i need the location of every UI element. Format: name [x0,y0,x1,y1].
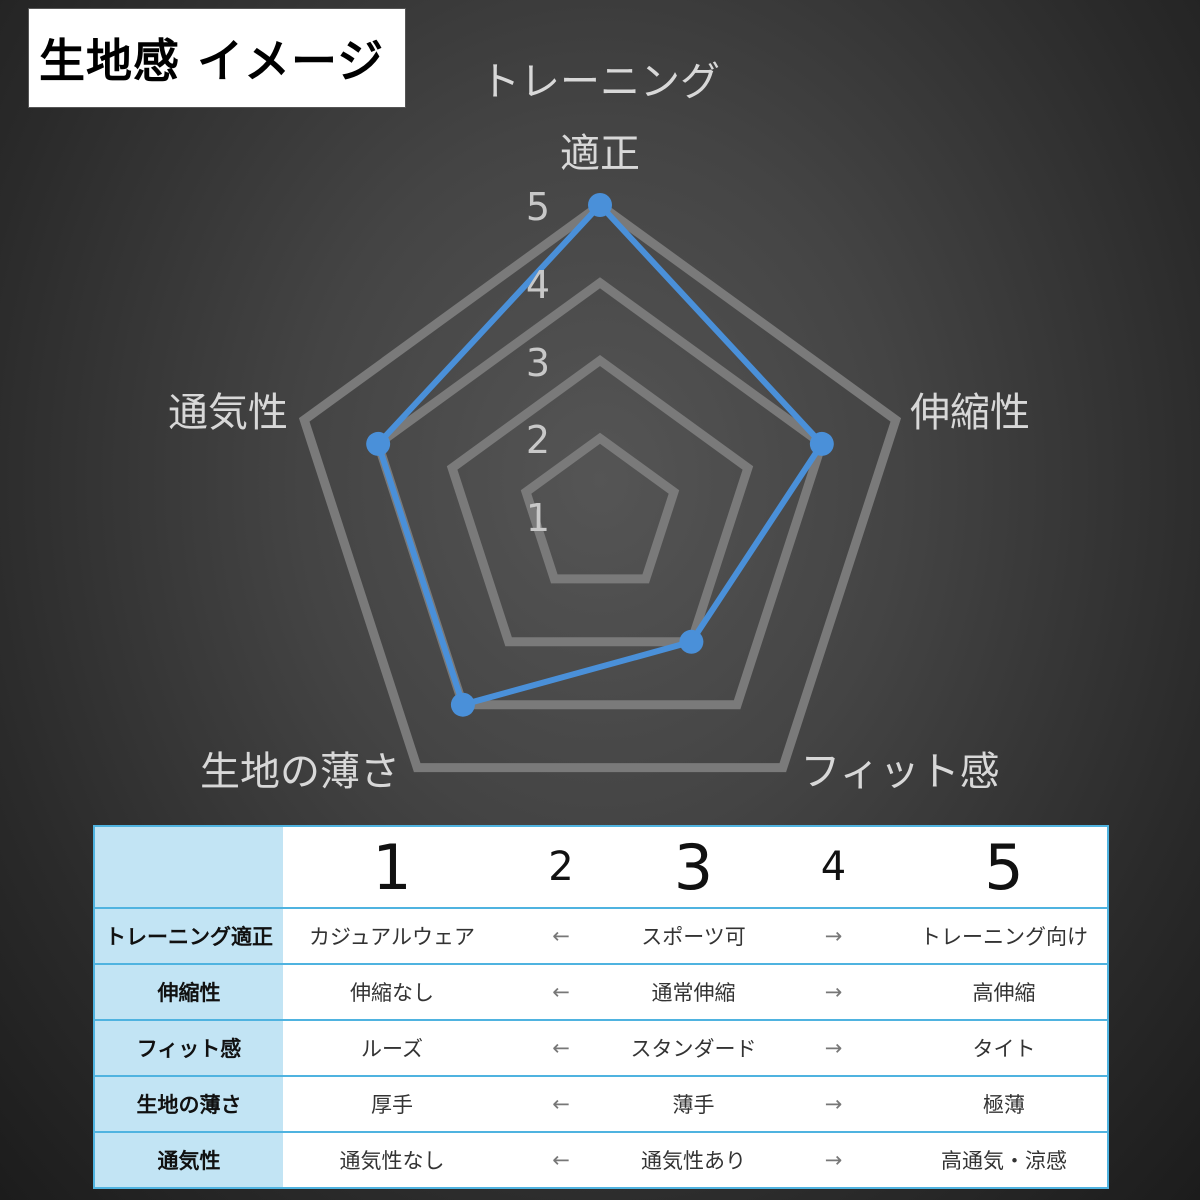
grid-ring [298,199,902,773]
row-header: 通気性 [94,1131,283,1188]
header-cell: 5 [984,830,1024,904]
data-point [366,431,391,456]
arrow-cell: ← [501,963,621,1020]
axis-label-line: トレーニング [480,59,720,105]
arrow-cell: → [766,1075,901,1132]
axis-label: 伸縮性 [910,377,1030,449]
table-cell: 伸縮なし [283,963,501,1020]
arrow-cell: → [766,907,901,964]
data-point [679,629,704,654]
table-row: トレーニング適正 カジュアルウェア ← スポーツ可 → トレーニング向け [94,907,1108,964]
table-cell: スポーツ可 [621,907,766,964]
table-row: フィット感 ルーズ ← スタンダード → タイト [94,1019,1108,1076]
table-row: 伸縮性 伸縮なし ← 通常伸縮 → 高伸縮 [94,963,1108,1020]
table-row: 通気性 通気性なし ← 通気性あり → 高通気・涼感 [94,1131,1108,1188]
arrow-cell: ← [501,1131,621,1188]
arrow-cell: → [766,963,901,1020]
axis-label: フィット感 [800,736,999,808]
radar-chart [298,193,902,773]
axis-label-line: 生地の薄さ [200,749,400,795]
grid-ring [446,354,754,647]
arrow-cell: ← [501,907,621,964]
table-cell: 高伸縮 [901,963,1108,1020]
grid-ring [520,432,680,584]
table-cell: カジュアルウェア [283,907,501,964]
tick-label: 1 [525,496,551,540]
tick-label: 5 [525,185,551,229]
table-cell: 通常伸縮 [621,963,766,1020]
header-cell [94,826,283,908]
table-cell: タイト [901,1019,1108,1076]
arrow-cell: → [766,1131,901,1188]
axis-label-line: 通気性 [168,390,288,436]
tick-label: 4 [525,262,551,307]
data-point [450,692,475,717]
axis-label-line: 伸縮性 [910,390,1030,436]
axis-label: 生地の薄さ [200,736,400,808]
table-cell: 厚手 [283,1075,501,1132]
axis-label-line: フィット感 [800,749,1000,795]
page-title: 生地感 イメージ [28,8,406,108]
header-cell: 2 [548,844,574,890]
axis-label-line: 適正 [560,131,640,177]
grid-ring [372,277,828,710]
arrow-cell: ← [501,1019,621,1076]
table-cell: ルーズ [283,1019,501,1076]
tick-label: 2 [525,418,551,463]
table-cell: 高通気・涼感 [901,1131,1108,1188]
series-line [374,200,826,709]
header-cell: 3 [673,830,714,904]
data-point [809,431,834,456]
row-header: フィット感 [94,1019,283,1076]
axis-label: 通気性 [168,377,288,449]
table-cell: トレーニング向け [901,907,1108,964]
row-header: トレーニング適正 [94,907,283,964]
rating-table: 1 2 3 4 5 トレーニング適正 カジュアルウェア ← スポーツ可 → トレーニング向… [93,825,1109,1189]
table-cell: 通気性なし [283,1131,501,1188]
table-cell: 極薄 [901,1075,1108,1132]
arrow-cell: → [766,1019,901,1076]
table-row: 生地の薄さ 厚手 ← 薄手 → 極薄 [94,1075,1108,1132]
tick-label: 3 [525,340,551,385]
table-header-row: 1 2 3 4 5 [94,826,1108,908]
table-cell: 薄手 [621,1075,766,1132]
table-cell: 通気性あり [621,1131,766,1188]
header-cell: 4 [820,844,847,890]
arrow-cell: ← [501,1075,621,1132]
row-header: 生地の薄さ [94,1075,283,1132]
axis-label: トレーニング 適正 [480,46,720,190]
row-header: 伸縮性 [94,963,283,1020]
table-cell: スタンダード [621,1019,766,1076]
header-cell: 1 [372,830,412,904]
data-point [588,193,612,217]
